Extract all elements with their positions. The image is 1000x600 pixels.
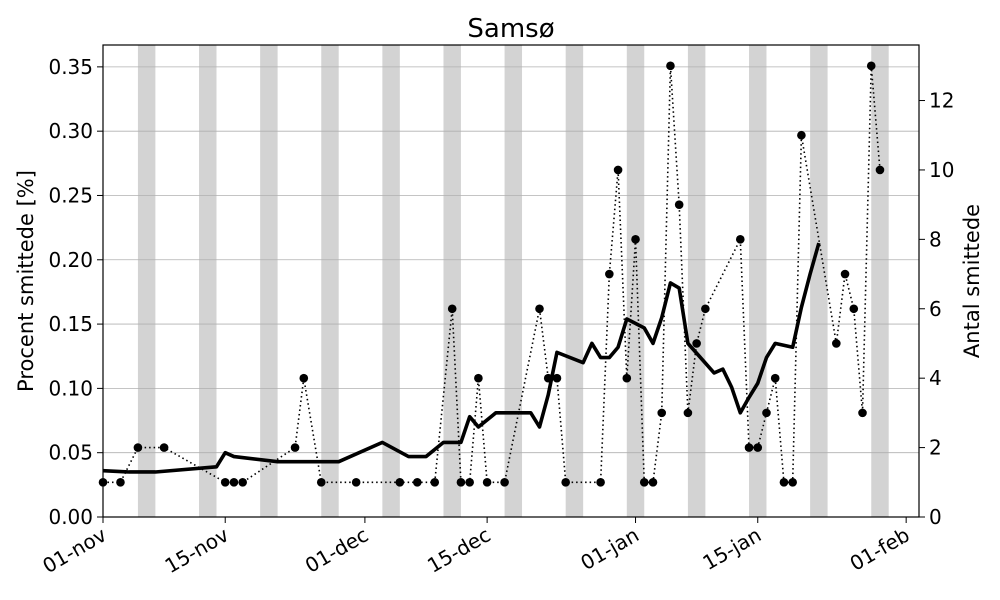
- weekend-band: [626, 45, 645, 517]
- cases-point: [474, 373, 483, 383]
- weekend-band: [871, 45, 889, 517]
- weekend-shading-group: [137, 45, 889, 517]
- cases-point: [762, 408, 771, 418]
- plot-frame: [102, 44, 920, 518]
- y2-tick-label: 8: [929, 227, 942, 251]
- y-tick-label: 0.20: [48, 248, 93, 272]
- cases-point: [299, 373, 309, 383]
- cases-point: [875, 165, 885, 175]
- chart-title: Samsø: [467, 14, 554, 44]
- y-tick-label: 0.15: [48, 312, 93, 336]
- y-tick-label: 0.35: [48, 55, 93, 79]
- y-axis-label: Procent smittede [%]: [14, 170, 38, 392]
- cases-point: [159, 443, 169, 452]
- cases-point: [535, 304, 544, 314]
- cases-point: [622, 373, 632, 383]
- cases-point: [133, 443, 143, 452]
- weekend-band: [810, 45, 828, 517]
- cases-point: [744, 443, 754, 452]
- series-group: [98, 61, 885, 487]
- weekend-band: [321, 45, 339, 517]
- percent-line: [102, 242, 821, 474]
- cases-point: [290, 443, 300, 452]
- cases-point: [692, 339, 701, 348]
- y-tick-label: 0.25: [48, 183, 93, 207]
- x-tick-label: 01-feb: [846, 523, 914, 576]
- cases-point: [683, 408, 693, 418]
- cases-point: [596, 477, 605, 487]
- y2-tick-label: 4: [929, 366, 942, 390]
- cases-point: [657, 408, 667, 418]
- cases-point: [701, 304, 710, 314]
- weekend-band: [199, 45, 217, 517]
- cases-point: [316, 477, 326, 487]
- cases-point: [238, 477, 247, 487]
- cases-point: [395, 477, 405, 487]
- y-tick-label: 0.30: [48, 119, 93, 143]
- cases-point: [605, 269, 614, 279]
- cases-point: [482, 477, 492, 487]
- x-tick-label: 01-nov: [38, 522, 110, 578]
- cases-point: [840, 269, 850, 279]
- x-tick-label: 01-jan: [576, 523, 643, 575]
- cases-point: [648, 477, 658, 487]
- cases-point: [456, 477, 466, 487]
- cases-point: [735, 235, 745, 244]
- x-tick-label: 15-jan: [699, 523, 766, 575]
- cases-point: [465, 477, 474, 487]
- cases-point: [229, 477, 239, 487]
- y2-tick-label: 0: [929, 505, 942, 529]
- cases-point: [849, 304, 859, 314]
- x-tick-label: 01-dec: [301, 523, 372, 578]
- cases-point: [351, 477, 361, 487]
- weekend-band: [504, 45, 523, 517]
- weekend-band: [443, 45, 461, 517]
- cases-point: [552, 373, 562, 383]
- y2-tick-label: 12: [929, 89, 954, 113]
- cases-point: [631, 235, 640, 244]
- cases-point: [500, 477, 509, 487]
- weekend-band: [687, 45, 706, 517]
- cases-point: [797, 130, 806, 140]
- weekend-band: [382, 45, 400, 517]
- y-tick-label: 0.00: [48, 505, 93, 529]
- weekend-band: [565, 45, 584, 517]
- y2-tick-label: 2: [929, 436, 942, 460]
- cases-point: [753, 443, 763, 452]
- cases-point: [832, 339, 841, 348]
- cases-point: [788, 477, 797, 487]
- y-tick-label: 0.05: [48, 441, 93, 465]
- cases-point: [220, 477, 230, 487]
- y-tick-label: 0.10: [48, 376, 93, 400]
- x-tick-label: 15-dec: [423, 523, 494, 578]
- cases-point: [561, 477, 570, 487]
- cases-point: [447, 304, 457, 314]
- weekend-band: [749, 45, 767, 517]
- x-tick-label: 15-nov: [161, 522, 233, 578]
- cases-point: [412, 477, 422, 487]
- cases-point: [666, 61, 675, 71]
- cases-point: [613, 165, 623, 175]
- y2-tick-label: 10: [929, 158, 954, 182]
- cases-point: [770, 373, 780, 383]
- cases-point: [858, 408, 867, 418]
- weekend-band: [260, 45, 278, 517]
- cases-point: [116, 477, 125, 487]
- cases-point: [430, 477, 440, 487]
- cases-point: [639, 477, 649, 487]
- cases-point: [866, 61, 876, 71]
- cases-line: [103, 65, 881, 484]
- y2-axis-label: Antal smittede: [960, 204, 984, 358]
- cases-point: [674, 200, 684, 209]
- weekend-band: [137, 45, 156, 517]
- y2-tick-label: 6: [929, 297, 942, 321]
- cases-point: [779, 477, 789, 487]
